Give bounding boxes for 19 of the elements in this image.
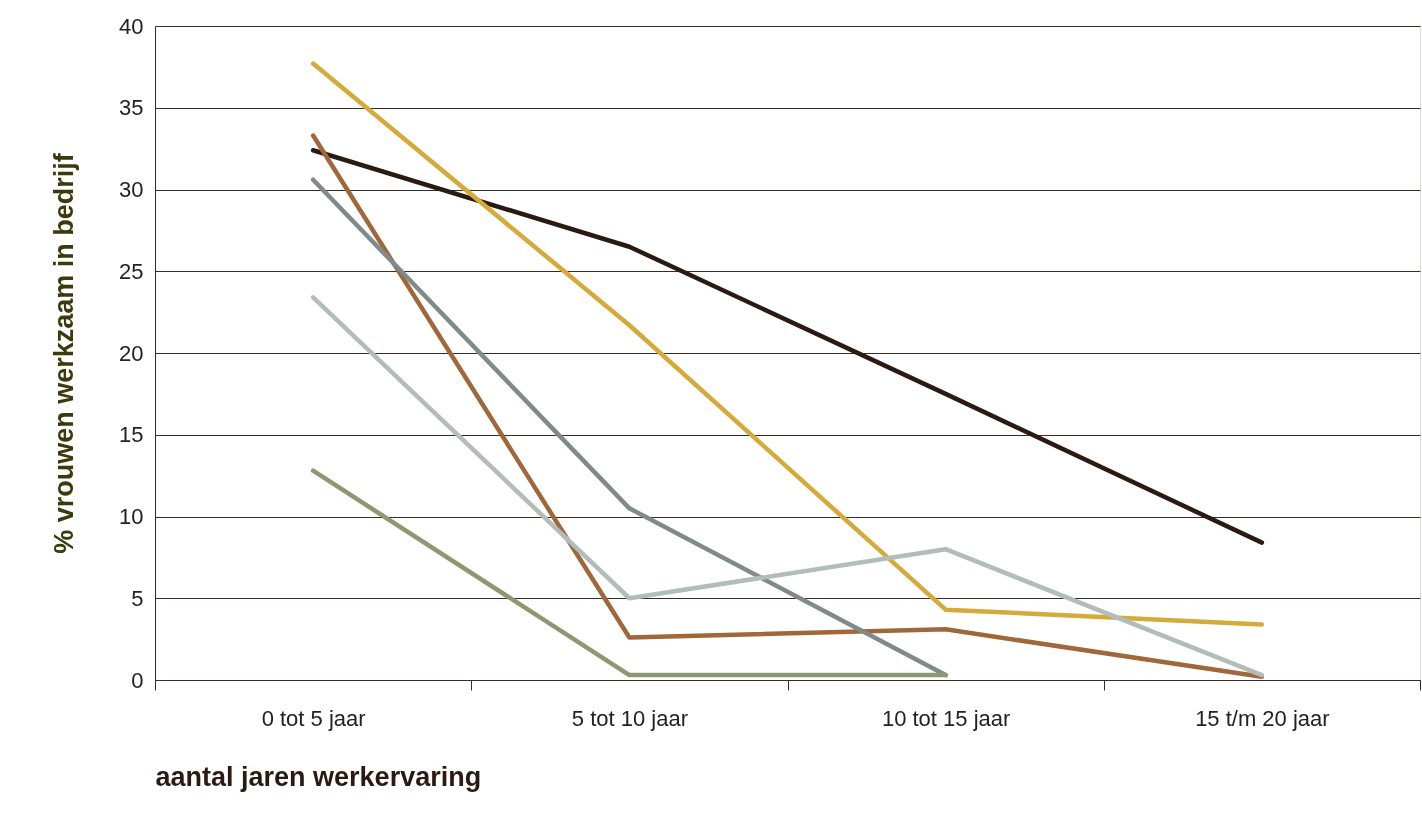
x-tick-label: 15 t/m 20 jaar: [1195, 705, 1330, 731]
y-axis-title: % vrouwen werkzaam in bedrijf: [49, 152, 80, 554]
y-tick-label: 35: [119, 95, 144, 121]
line-series: [310, 295, 1265, 678]
y-tick-label: 0: [131, 667, 144, 693]
x-tick-label: 10 tot 15 jaar: [881, 705, 1011, 731]
y-tick-label: 10: [119, 504, 144, 529]
x-tick-label: 0 tot 5 jaar: [261, 705, 366, 731]
x-axis-title: aantal jaren werkervaring: [155, 761, 482, 792]
y-tick-label: 15: [119, 422, 144, 448]
y-tick-label: 30: [119, 177, 144, 202]
line-series: [310, 61, 1265, 627]
y-tick-label: 20: [119, 340, 144, 366]
y-tick-label: 5: [131, 585, 144, 611]
y-tick-label: 40: [119, 13, 144, 39]
x-tick-label: 5 tot 10 jaar: [571, 705, 688, 731]
line-series: [310, 148, 1265, 545]
line-series: [310, 133, 1265, 679]
y-tick-label: 25: [119, 258, 144, 284]
